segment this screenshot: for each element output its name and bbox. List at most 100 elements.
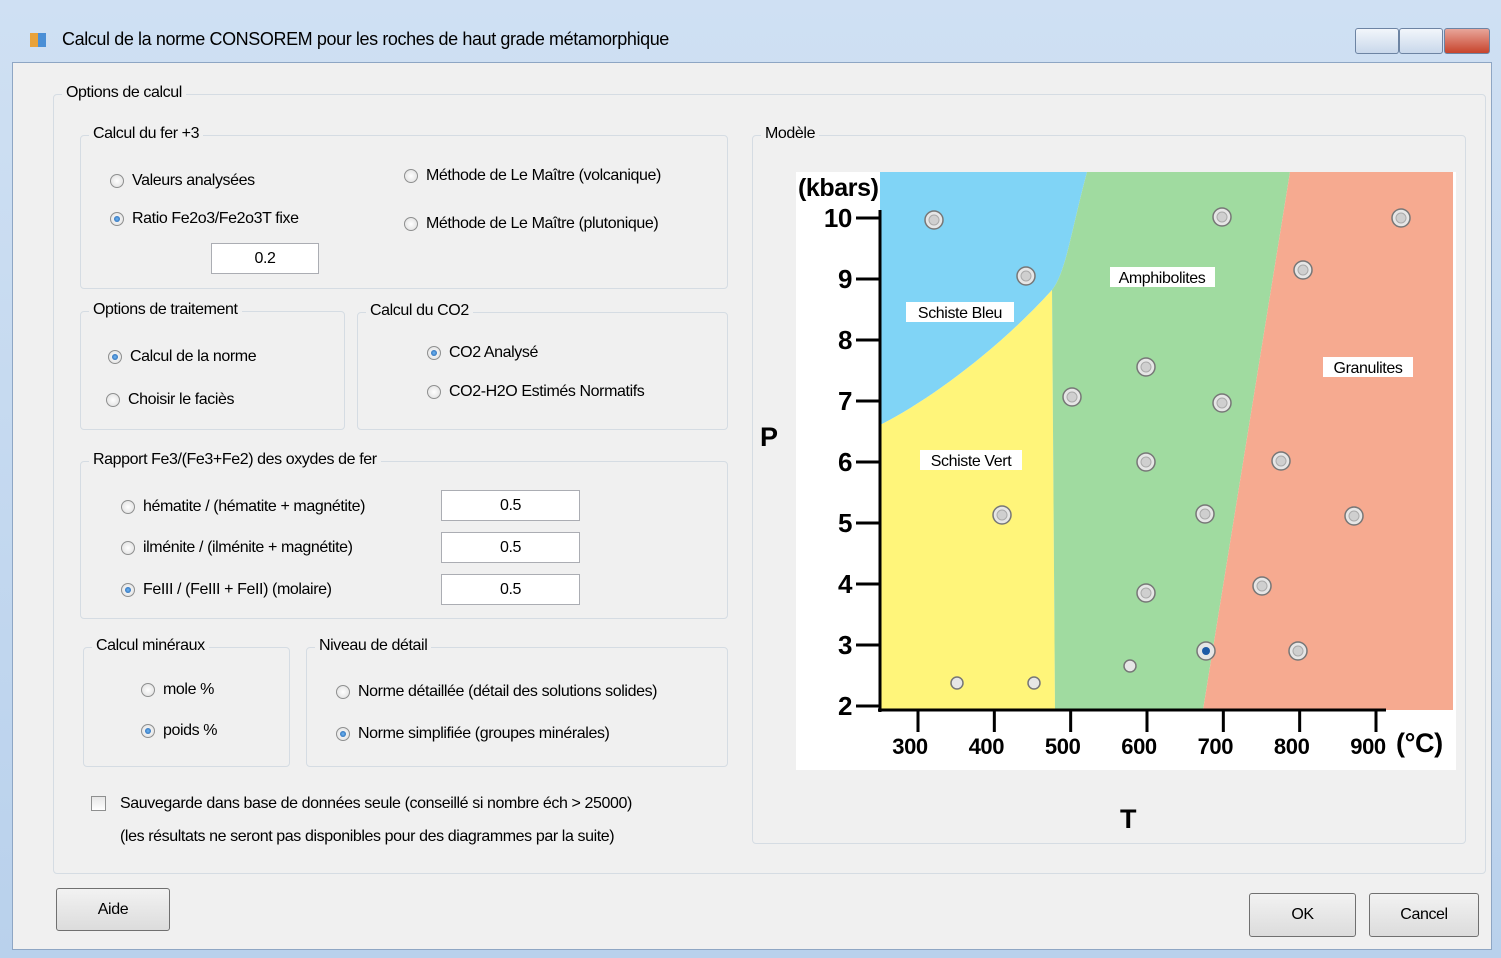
radio[interactable]: poids % bbox=[141, 722, 218, 740]
facies-radio-inner bbox=[1292, 645, 1304, 657]
ratio-input[interactable]: 0.2 bbox=[211, 243, 319, 274]
checkbox[interactable] bbox=[91, 796, 106, 811]
facies-label: Schiste Bleu bbox=[918, 305, 1002, 322]
close-button[interactable] bbox=[1444, 28, 1490, 54]
y-tick-label: 5 bbox=[838, 508, 852, 538]
y-tick-label: 6 bbox=[838, 447, 852, 477]
minimize-button[interactable] bbox=[1355, 28, 1399, 54]
radio-label: CO2-H2O Estimés Normatifs bbox=[449, 383, 645, 400]
region-blueschist bbox=[880, 172, 1087, 425]
group-title: Niveau de détail bbox=[315, 637, 432, 655]
facies-diagram: (kbars) (°C) Schiste Bleu Amphibolites G… bbox=[760, 172, 1456, 834]
radio-label: poids % bbox=[163, 722, 218, 739]
ratio-input[interactable]: 0.5 bbox=[441, 532, 580, 563]
y-tick-label: 7 bbox=[838, 386, 852, 416]
radio[interactable]: Choisir le faciès bbox=[106, 391, 235, 409]
region-greenschist bbox=[880, 290, 1055, 710]
label-bg bbox=[1323, 357, 1413, 377]
note: (les résultats ne seront pas disponibles… bbox=[120, 828, 615, 845]
radio-label: CO2 Analysé bbox=[449, 344, 538, 361]
group-fer3: Calcul du fer +3 bbox=[80, 125, 728, 289]
radio-label: Ratio Fe2o3/Fe2o3T fixe bbox=[132, 210, 299, 227]
y-tick-label: 4 bbox=[838, 569, 853, 599]
radio[interactable]: CO2 Analysé bbox=[427, 344, 538, 362]
radio-label: Choisir le faciès bbox=[128, 391, 235, 408]
group-title: Options de calcul bbox=[62, 84, 186, 102]
ratio-input[interactable]: 0.5 bbox=[441, 490, 580, 521]
facies-radio-inner bbox=[1395, 212, 1407, 224]
radio[interactable]: Norme détaillée (détail des solutions so… bbox=[336, 683, 657, 701]
label-bg bbox=[1110, 267, 1215, 287]
facies-radio-inner bbox=[1140, 361, 1152, 373]
app-icon bbox=[30, 33, 46, 47]
x-tick-label: 600 bbox=[1121, 734, 1157, 759]
radio-label: Norme détaillée (détail des solutions so… bbox=[358, 683, 658, 700]
radio[interactable]: Méthode de Le Maître (volcanique) bbox=[404, 167, 661, 185]
help-button[interactable]: Aide bbox=[56, 888, 170, 931]
radio[interactable]: CO2-H2O Estimés Normatifs bbox=[427, 383, 645, 401]
x-unit: (°C) bbox=[1396, 728, 1443, 758]
facies-radio[interactable] bbox=[950, 676, 964, 690]
group-traitement: Options de traitement bbox=[80, 301, 345, 430]
ratio-input[interactable]: 0.5 bbox=[441, 574, 580, 605]
facies-radio-inner bbox=[1066, 391, 1078, 403]
radio-label: mole % bbox=[163, 681, 214, 698]
label-bg bbox=[906, 302, 1014, 322]
facies-radio[interactable] bbox=[1123, 659, 1137, 673]
radio-label: ilménite / (ilménite + magnétite) bbox=[143, 539, 353, 556]
y-unit: (kbars) bbox=[798, 174, 879, 202]
radio[interactable]: hématite / (hématite + magnétite) bbox=[121, 498, 365, 516]
facies-radio-inner bbox=[928, 214, 940, 226]
radio-label: Méthode de Le Maître (volcanique) bbox=[426, 167, 661, 184]
x-tick-label: 800 bbox=[1274, 734, 1310, 759]
group-model: Modèle bbox=[752, 125, 1466, 844]
facies-radio-inner bbox=[1199, 508, 1211, 520]
facies-radio-inner bbox=[996, 509, 1008, 521]
y-tick-label: 10 bbox=[824, 203, 852, 233]
facies-radio-inner bbox=[1275, 455, 1287, 467]
window-title: Calcul de la norme CONSOREM pour les roc… bbox=[62, 29, 669, 49]
radio[interactable]: FeIII / (FeIII + FeII) (molaire) bbox=[121, 581, 332, 599]
radio[interactable]: Valeurs analysées bbox=[110, 172, 255, 190]
radio-label: Méthode de Le Maître (plutonique) bbox=[426, 215, 659, 232]
radio-label: FeIII / (FeIII + FeII) (molaire) bbox=[143, 581, 332, 598]
ok-button[interactable]: OK bbox=[1249, 893, 1356, 937]
radio[interactable]: Norme simplifiée (groupes minérales) bbox=[336, 725, 610, 743]
x-tick-label: 500 bbox=[1045, 734, 1081, 759]
group-title: Calcul du fer +3 bbox=[89, 125, 204, 143]
x-label: T bbox=[1120, 804, 1137, 834]
radio-label: Norme simplifiée (groupes minérales) bbox=[358, 725, 610, 742]
facies-radio-inner bbox=[1216, 397, 1228, 409]
radio[interactable]: Méthode de Le Maître (plutonique) bbox=[404, 215, 659, 233]
radio[interactable]: Calcul de la norme bbox=[108, 348, 257, 366]
label-bg bbox=[920, 450, 1022, 470]
facies-radio-inner bbox=[1297, 264, 1309, 276]
radio[interactable]: ilménite / (ilménite + magnétite) bbox=[121, 539, 353, 557]
maximize-button[interactable] bbox=[1399, 28, 1443, 54]
group-title: Modèle bbox=[761, 125, 820, 143]
y-tick-label: 9 bbox=[838, 264, 852, 294]
cancel-button[interactable]: Cancel bbox=[1369, 893, 1479, 937]
group-title: Calcul du CO2 bbox=[366, 302, 473, 320]
group-mineraux: Calcul minéraux bbox=[83, 637, 290, 767]
x-tick-label: 400 bbox=[969, 734, 1005, 759]
radio-label: hématite / (hématite + magnétite) bbox=[143, 498, 366, 515]
group-rapport: Rapport Fe3/(Fe3+Fe2) des oxydes de fer bbox=[80, 451, 728, 619]
facies-radio[interactable] bbox=[1027, 676, 1041, 690]
x-tick-label: 300 bbox=[892, 734, 928, 759]
facies-label: Amphibolites bbox=[1119, 270, 1206, 287]
facies-label: Schiste Vert bbox=[931, 453, 1013, 470]
radio[interactable]: mole % bbox=[141, 681, 214, 699]
group-title: Rapport Fe3/(Fe3+Fe2) des oxydes de fer bbox=[89, 451, 381, 469]
region-granulite bbox=[1203, 172, 1453, 710]
facies-radio-inner bbox=[1348, 510, 1360, 522]
facies-radio-inner bbox=[1140, 456, 1152, 468]
y-tick-label: 3 bbox=[838, 630, 852, 660]
region-amphibolite bbox=[1052, 172, 1290, 710]
radio[interactable]: Ratio Fe2o3/Fe2o3T fixe bbox=[110, 210, 299, 228]
radio-label: Valeurs analysées bbox=[132, 172, 255, 189]
facies-radio-dot bbox=[1202, 647, 1210, 655]
y-tick-label: 8 bbox=[838, 325, 852, 355]
radio-label: Calcul de la norme bbox=[130, 348, 257, 365]
